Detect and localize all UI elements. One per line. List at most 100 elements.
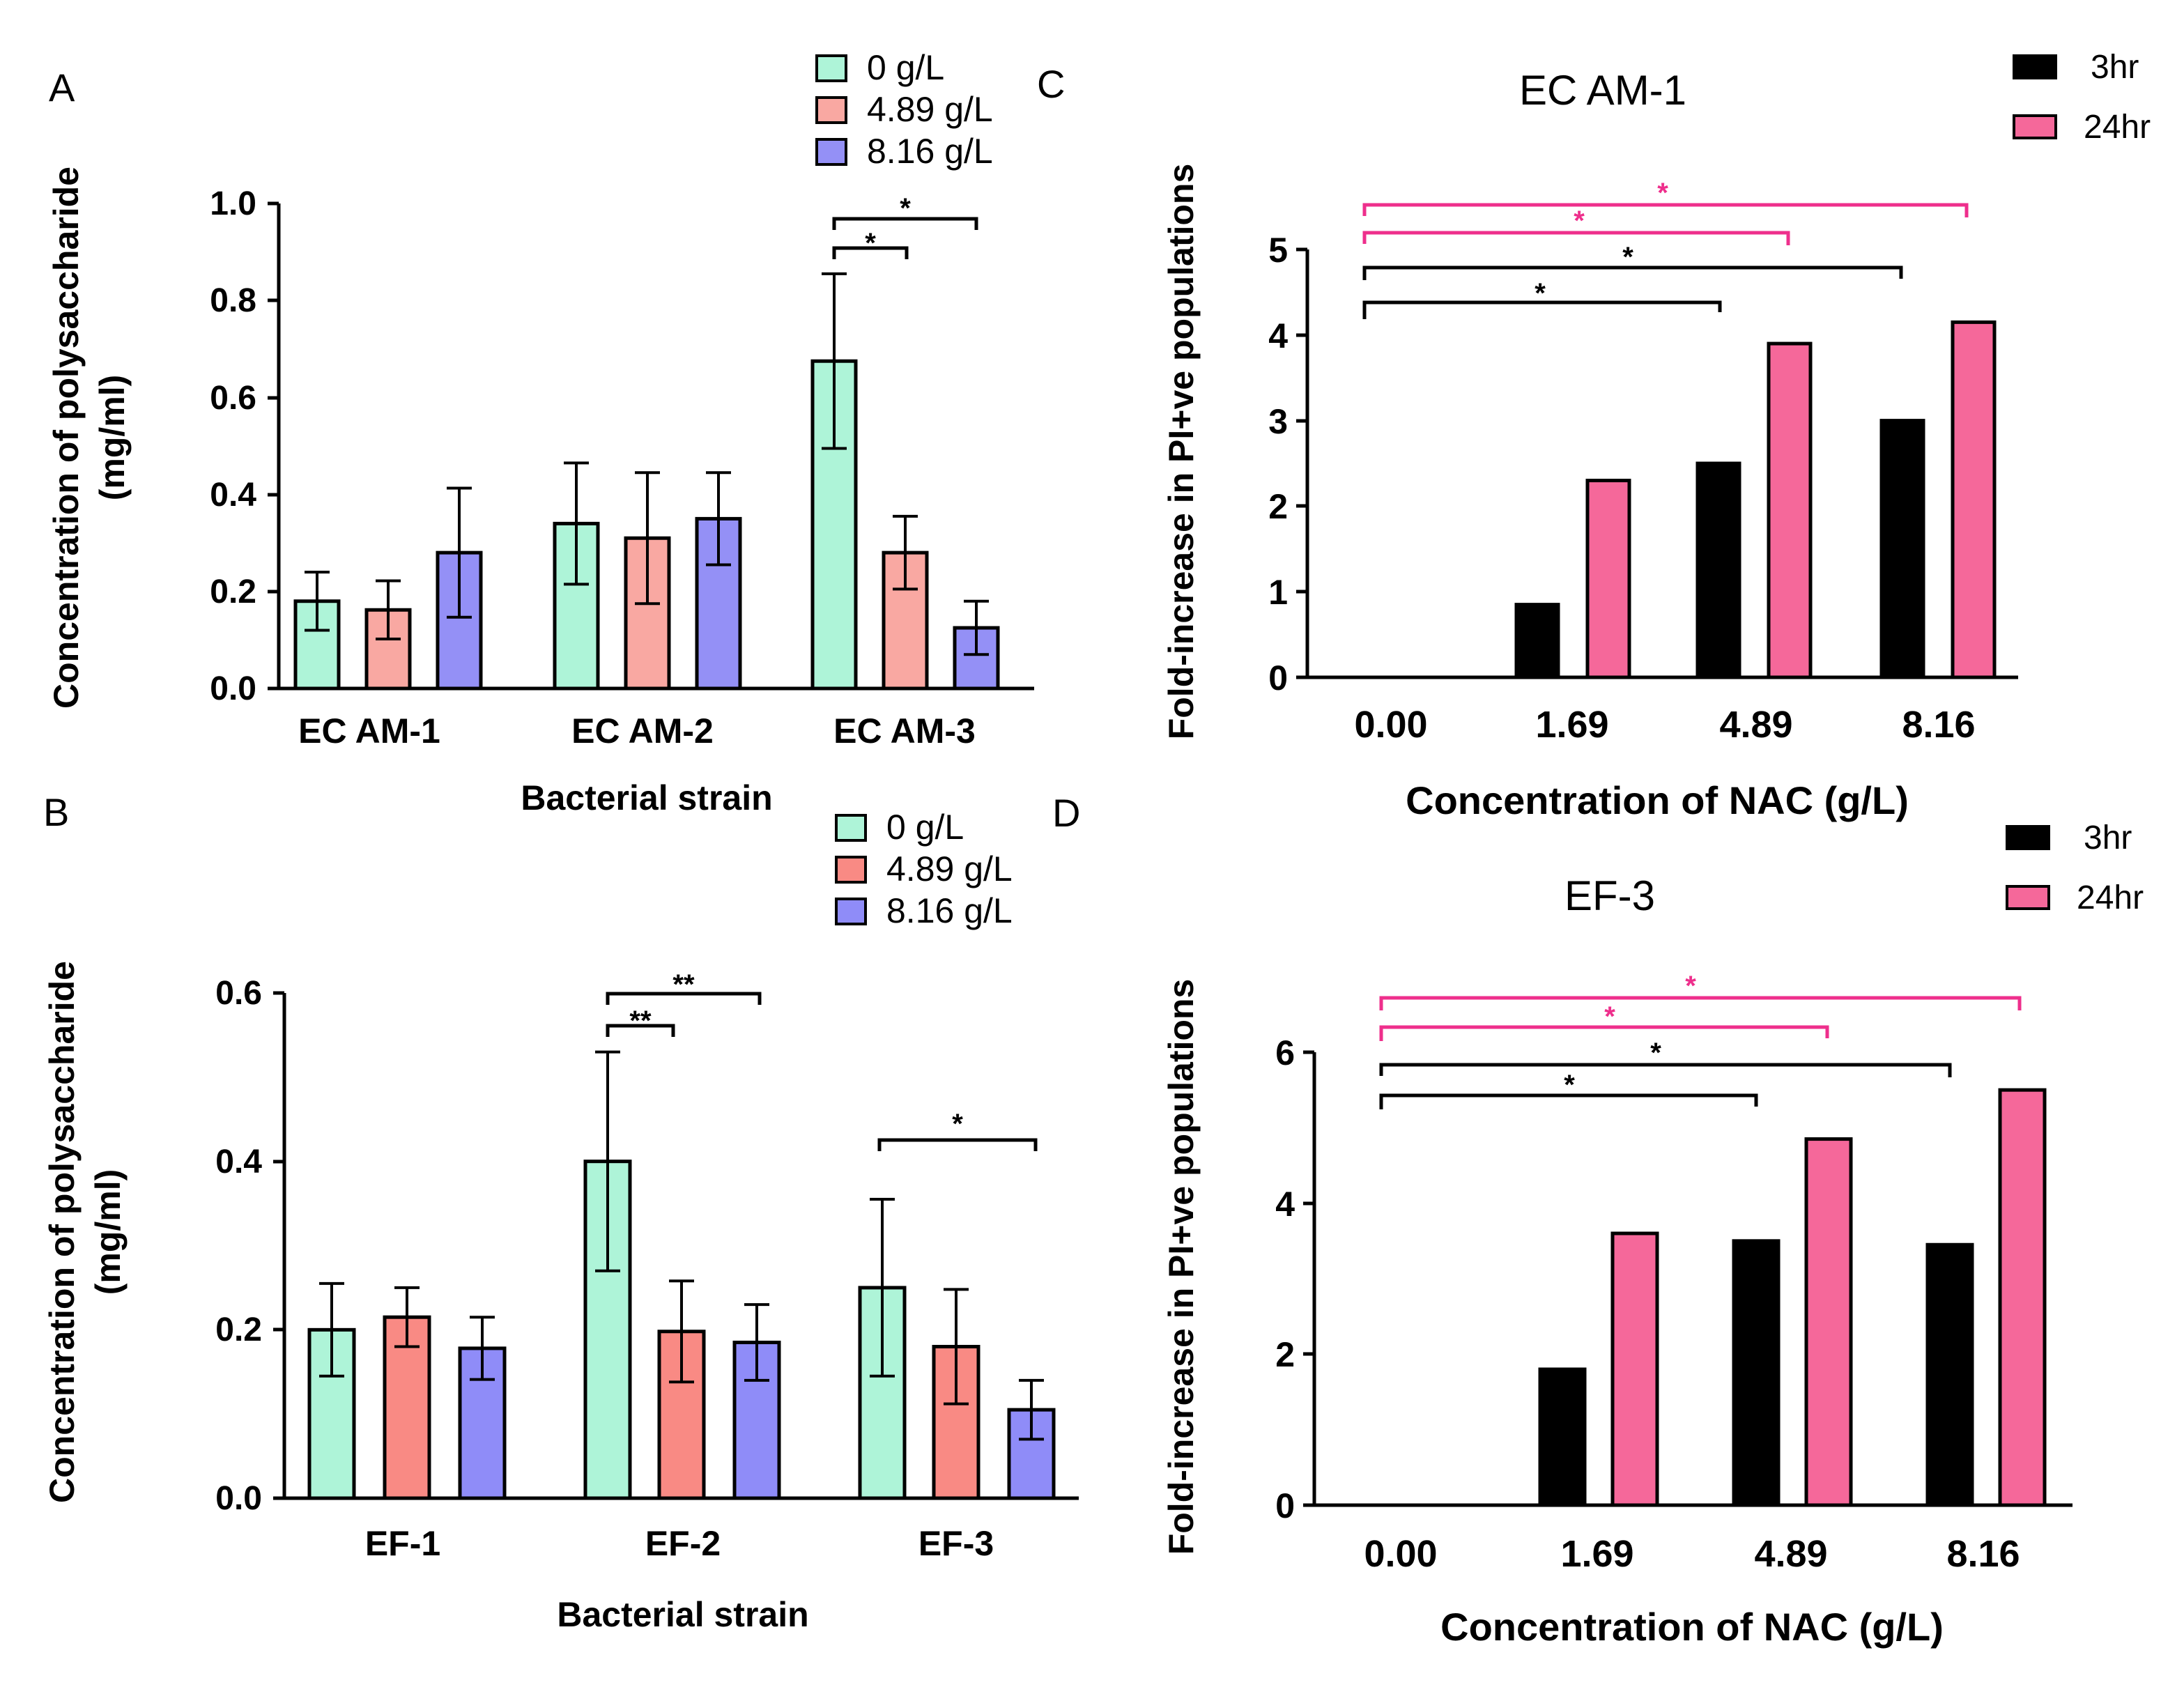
- panel-b-y-tick-label-1: 0.2: [215, 1311, 262, 1348]
- panel-c-x-axis-title: Concentration of NAC (g/L): [1406, 778, 1909, 822]
- errorbar-ecam1-489gl: [376, 579, 401, 641]
- panel-b-y-ticks: 0.0 0.2 0.4 0.6: [215, 975, 284, 1517]
- panel-label-a: A: [49, 66, 75, 109]
- panel-b-significance: ** ** *: [606, 969, 1038, 1151]
- panel-b-sig-label-0: **: [629, 1006, 652, 1036]
- panel-a-y-tick-label-0: 0.0: [210, 670, 256, 707]
- panel-d-sig-label-1: *: [1650, 1038, 1661, 1068]
- errorbar-ef3-816gl: [1019, 1378, 1044, 1441]
- panel-a-x-tick-label-2: EC AM-3: [833, 711, 976, 750]
- errorbar-ef3-0gl: [870, 1198, 895, 1378]
- panel-a-y-ticks: 0.0 0.2 0.4 0.6 0.8 1.0: [210, 185, 279, 707]
- panel-c-legend-label-0: 3hr: [2091, 49, 2139, 86]
- panel-c-legend-swatch-1: [2013, 114, 2057, 139]
- panel-d-legend-label-0: 3hr: [2084, 819, 2132, 856]
- errorbar-ef2-489gl: [669, 1279, 694, 1384]
- errorbar-ecam1-0gl: [305, 570, 330, 632]
- panel-a: A Concentration of polysaccharide (mg/ml…: [47, 48, 1034, 817]
- panel-d-bars: [1538, 1088, 2047, 1507]
- panel-b-y-axis-title-line1: Concentration of polysaccharide: [43, 961, 82, 1503]
- panel-b-legend-swatch-2: [835, 898, 867, 925]
- panel-a-sig-bracket-0: [832, 246, 909, 259]
- bar-d-489-3hr: [1732, 1239, 1781, 1507]
- panel-c-y-tick-label-4: 4: [1268, 316, 1288, 355]
- panel-a-sig-label-0: *: [865, 228, 876, 259]
- panel-d-sig-label-0: *: [1564, 1070, 1575, 1100]
- bar-d-816-3hr: [1925, 1242, 1974, 1507]
- panel-d-x-tick-label-3: 8.16: [1946, 1533, 2020, 1575]
- panel-c-y-tick-label-0: 0: [1268, 659, 1288, 698]
- errorbar-ecam2-0gl: [564, 461, 589, 586]
- panel-c-title: EC AM-1: [1519, 67, 1686, 114]
- panel-a-legend-swatch-1: [815, 96, 847, 124]
- panel-c-sig-bracket-3: [1362, 203, 1969, 217]
- panel-c-y-axis-title-text: Fold-increase in PI+ve populations: [1162, 164, 1201, 740]
- panel-b-sig-label-2: *: [952, 1109, 963, 1139]
- panel-b-sig-bracket-1: [606, 992, 762, 1005]
- panel-a-y-tick-label-4: 0.8: [210, 282, 256, 319]
- panel-a-y-axis-title: Concentration of polysaccharide (mg/ml): [47, 167, 132, 709]
- panel-d-y-tick-label-2: 4: [1275, 1185, 1295, 1224]
- panel-c-legend-label-1: 24hr: [2084, 109, 2151, 146]
- panel-c-y-tick-label-5: 5: [1268, 231, 1288, 270]
- errorbar-ecam3-816gl: [964, 599, 989, 656]
- panel-b-x-axis-title: Bacterial strain: [557, 1595, 808, 1634]
- errorbar-ef1-0gl: [319, 1281, 344, 1378]
- panel-b-sig-label-1: **: [672, 969, 695, 1000]
- errorbar-ecam2-489gl: [635, 471, 660, 606]
- panel-c-sig-bracket-0: [1362, 300, 1722, 319]
- panel-a-legend: 0 g/L 4.89 g/L 8.16 g/L: [815, 48, 993, 171]
- panel-b-y-axis-title-line2: (mg/ml): [89, 1169, 128, 1295]
- panel-d-y-tick-label-0: 0: [1275, 1486, 1295, 1525]
- panel-c-legend: 3hr 24hr: [2013, 49, 2151, 146]
- panel-c-y-tick-label-3: 3: [1268, 402, 1288, 441]
- bar-d-816-24hr: [1998, 1088, 2047, 1507]
- errorbar-ef1-489gl: [394, 1286, 420, 1348]
- bar-d-169-3hr: [1538, 1367, 1587, 1507]
- bar-ef3-816gl: [1007, 1408, 1056, 1500]
- errorbar-ef2-816gl: [744, 1303, 769, 1382]
- panel-a-y-tick-label-1: 0.2: [210, 573, 256, 610]
- panel-b-legend-label-1: 4.89 g/L: [886, 849, 1013, 888]
- panel-label-c: C: [1037, 62, 1065, 106]
- panel-b-x-tick-label-0: EF-1: [365, 1524, 440, 1563]
- panel-a-legend-swatch-2: [815, 138, 847, 166]
- panel-d-sig-label-3: *: [1685, 971, 1696, 1001]
- panel-b-y-tick-label-0: 0.0: [215, 1480, 262, 1517]
- panel-d-y-tick-label-3: 6: [1275, 1033, 1295, 1072]
- panel-c-x-tick-label-3: 8.16: [1902, 704, 1975, 746]
- panel-b-x-tick-label-1: EF-2: [645, 1524, 721, 1563]
- panel-c-significance: * * * *: [1362, 178, 1969, 319]
- panel-b-y-tick-label-3: 0.6: [215, 975, 262, 1012]
- panel-d-sig-label-2: *: [1604, 1001, 1615, 1032]
- panel-a-error-bars: [305, 272, 989, 656]
- panel-d-legend-swatch-0: [2006, 825, 2050, 850]
- bar-c-489-24hr: [1767, 341, 1813, 679]
- panel-b-legend-label-2: 8.16 g/L: [886, 891, 1013, 930]
- panel-a-x-ticks: EC AM-1 EC AM-2 EC AM-3: [298, 711, 976, 750]
- errorbar-ecam1-816gl: [447, 486, 472, 619]
- panel-c-y-tick-label-2: 2: [1268, 487, 1288, 526]
- panel-d-y-axis-title: Fold-increase in PI+ve populations: [1162, 979, 1201, 1555]
- panel-d-significance: * * * *: [1379, 971, 2022, 1109]
- bar-d-169-24hr: [1610, 1231, 1659, 1507]
- panel-c-x-ticks: 0.00 1.69 4.89 8.16: [1354, 704, 1975, 746]
- panel-b-sig-bracket-2: [877, 1138, 1038, 1151]
- errorbar-ecam2-816gl: [706, 471, 731, 567]
- panel-c-legend-swatch-0: [2013, 54, 2057, 79]
- panel-a-sig-bracket-1: [832, 217, 978, 230]
- panel-d-y-ticks: 0 2 4 6: [1275, 1033, 1314, 1525]
- panel-a-y-axis-title-line1: Concentration of polysaccharide: [47, 167, 86, 709]
- panel-c-sig-label-0: *: [1535, 278, 1546, 309]
- panel-d-x-axis-title: Concentration of NAC (g/L): [1440, 1605, 1944, 1649]
- panel-a-sig-label-1: *: [900, 193, 911, 224]
- panel-d-y-axis-title-text: Fold-increase in PI+ve populations: [1162, 979, 1201, 1555]
- panel-b-legend-swatch-0: [835, 814, 867, 842]
- panel-d-x-ticks: 0.00 1.69 4.89 8.16: [1364, 1533, 2020, 1575]
- panel-c-sig-label-3: *: [1657, 178, 1668, 208]
- panel-a-x-tick-label-1: EC AM-2: [571, 711, 714, 750]
- panel-c-x-tick-label-1: 1.69: [1535, 704, 1608, 746]
- errorbar-ef3-489gl: [944, 1288, 969, 1406]
- panel-label-d: D: [1052, 791, 1080, 835]
- panel-a-y-tick-label-3: 0.6: [210, 380, 256, 417]
